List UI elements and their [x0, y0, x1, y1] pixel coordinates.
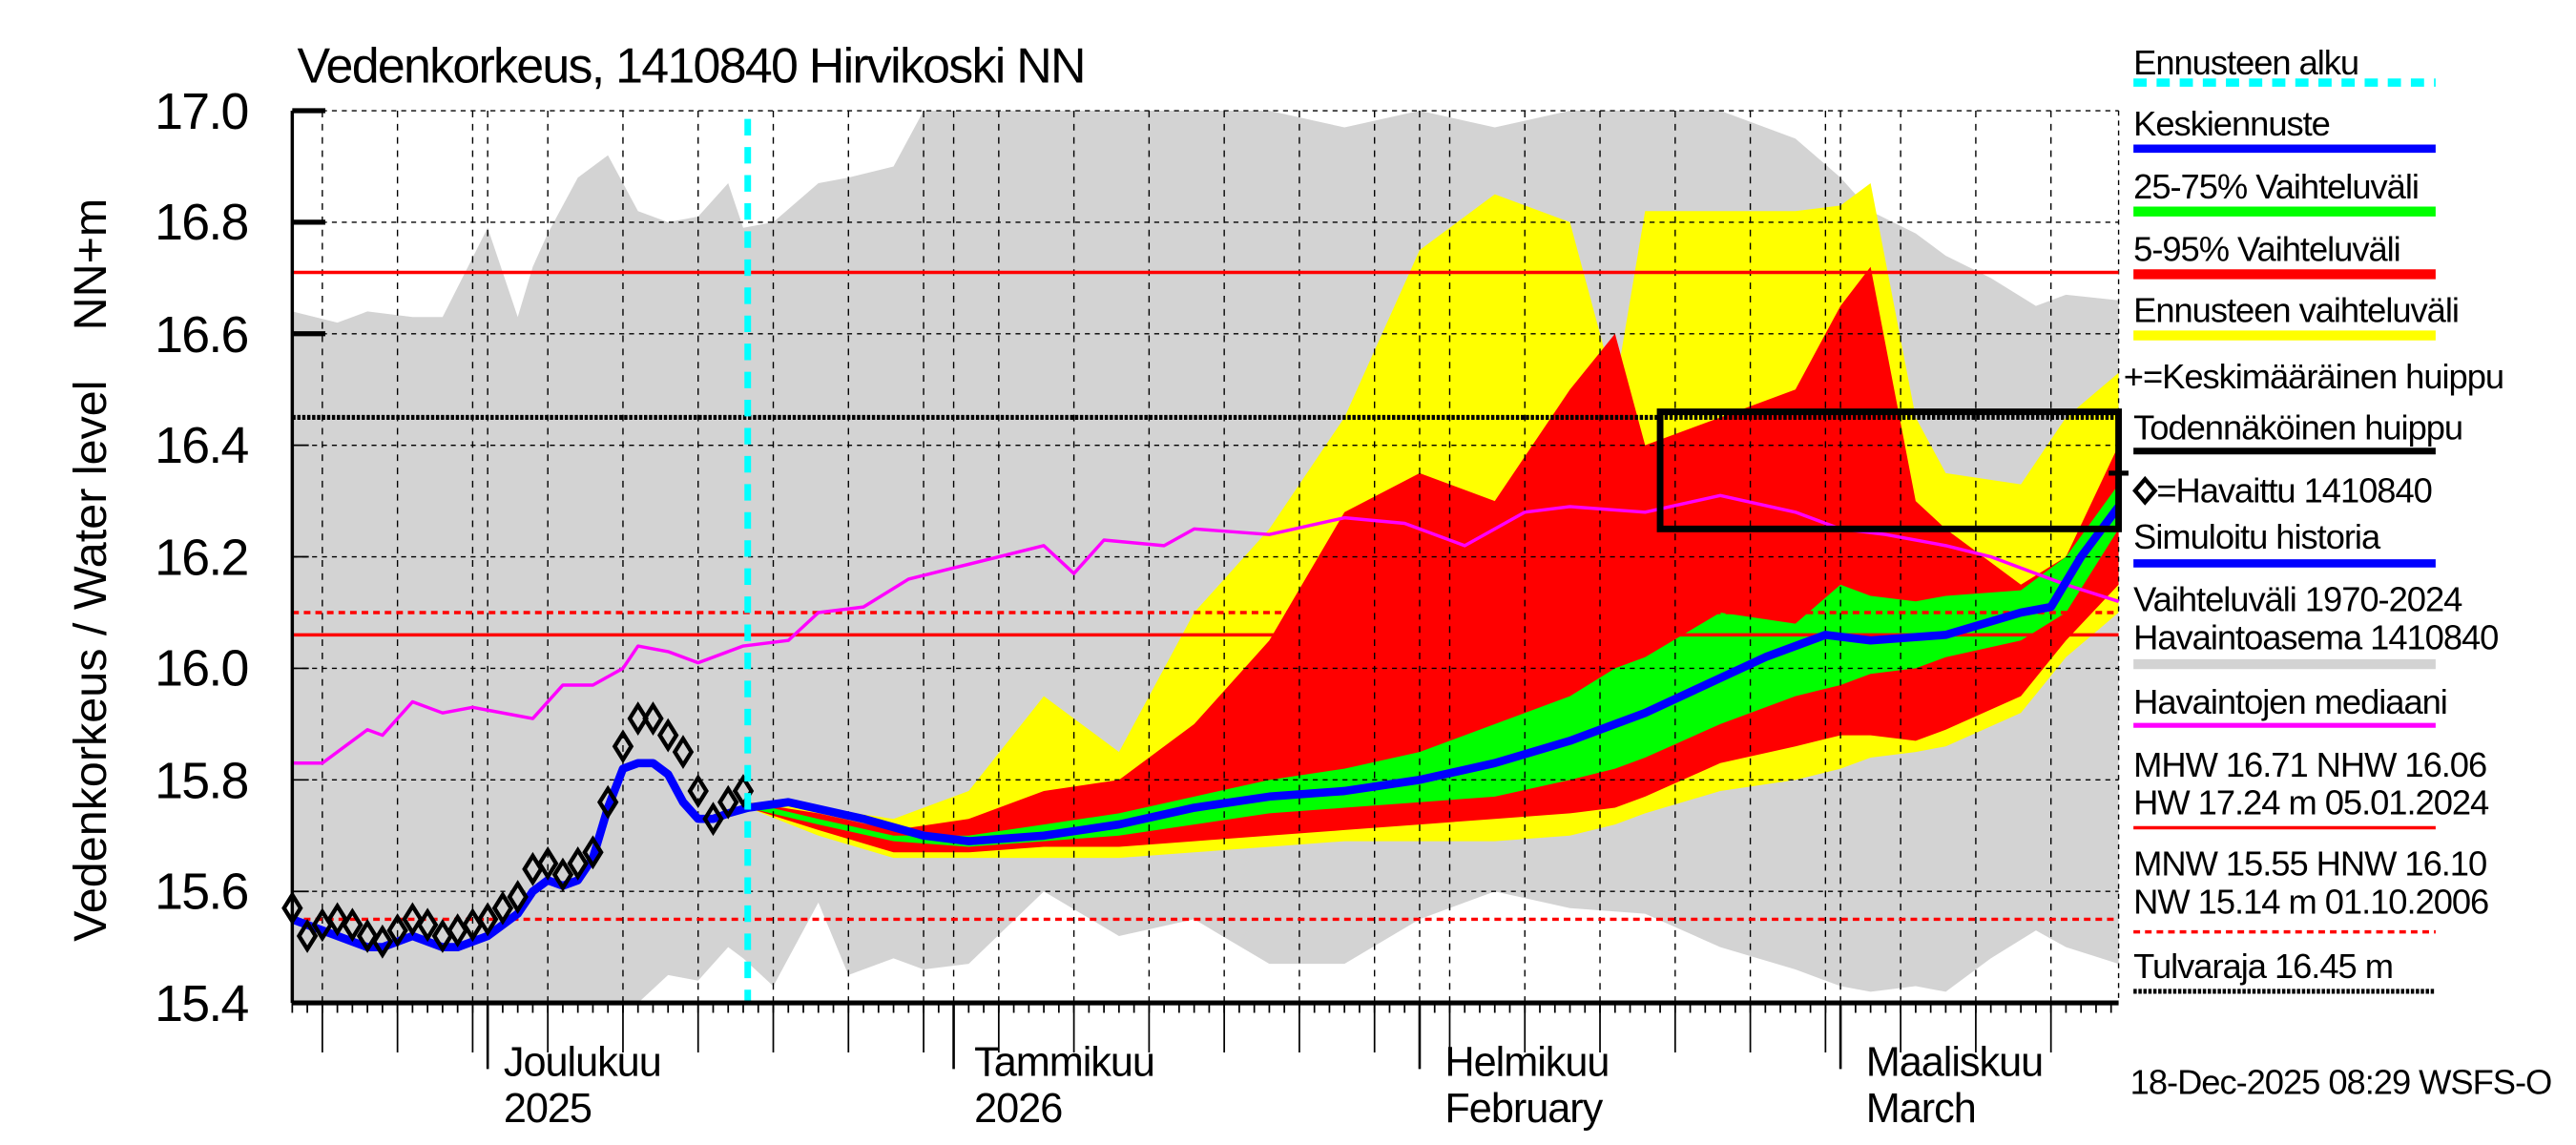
- legend-p25-75: 25-75% Vaihteluväli: [2133, 167, 2419, 206]
- observed-point: [507, 880, 529, 914]
- y-tick-label: 16.4: [155, 417, 248, 474]
- legend-obs-median: Havaintojen mediaani: [2133, 682, 2447, 721]
- y-axis-label: Vedenkorkeus / Water level: [65, 380, 116, 941]
- y-tick-label: 16.0: [155, 640, 247, 697]
- month-label-sub: 2025: [504, 1086, 592, 1132]
- observed-point: [342, 907, 364, 943]
- y-tick-label: 16.6: [155, 306, 247, 364]
- observed-point: [672, 735, 695, 770]
- legend-hist-station: Havaintoasema 1410840: [2133, 618, 2498, 657]
- legend-observed: =Havaittu 1410840: [2156, 470, 2431, 510]
- mean-peak-marker: [2109, 463, 2129, 484]
- x-month-labels: Joulukuu 2025 Tammikuu 2026 Helmikuu Feb…: [504, 1039, 2044, 1132]
- chart-title: Vedenkorkeus, 1410840 Hirvikoski NN: [298, 39, 1085, 94]
- month-label-sub: February: [1444, 1086, 1603, 1132]
- observed-point: [582, 835, 604, 870]
- legend-flood-limit: Tulvaraja 16.45 m: [2133, 947, 2393, 986]
- observed-point: [551, 857, 574, 892]
- observed-point: [567, 846, 589, 881]
- y-tick-label: 15.8: [155, 752, 247, 809]
- observed-point: [657, 718, 679, 753]
- observed-point: [491, 890, 514, 926]
- observed-median-line: [292, 493, 2120, 765]
- observed-point: [416, 907, 439, 943]
- observed-point: [687, 774, 709, 808]
- legend-hist-range: Vaihteluväli 1970-2024: [2133, 580, 2462, 619]
- plot-area: [281, 108, 2129, 1070]
- observed-point: [642, 701, 664, 736]
- month-label: Tammikuu: [974, 1039, 1154, 1085]
- legend-simulated: Simuloitu historia: [2133, 517, 2381, 556]
- legend-forecast-start: Ennusteen alku: [2133, 43, 2358, 82]
- y-tick-label: 16.2: [155, 530, 247, 587]
- observed-point: [717, 784, 739, 820]
- month-label: Maaliskuu: [1866, 1039, 2043, 1085]
- observed-point: [702, 802, 724, 837]
- observed-point: [732, 774, 755, 808]
- y-tick-label: 16.8: [155, 194, 247, 251]
- legend-median-forecast: Keskiennuste: [2133, 104, 2330, 143]
- legend-mean-peak: +=Keskimääräinen huippu: [2124, 357, 2503, 396]
- legend-forecast-range: Ennusteen vaihteluväli: [2133, 291, 2459, 330]
- observed-point: [596, 784, 619, 820]
- legend-hw: HW 17.24 m 05.01.2024: [2133, 783, 2489, 822]
- legend-nw: NW 15.14 m 01.10.2006: [2133, 883, 2488, 922]
- y-tick-label: 15.6: [155, 863, 247, 920]
- diamond-icon: [2132, 475, 2158, 506]
- y-tick-labels: 17.0 16.8 16.6 16.4 16.2 16.0 15.8 15.6 …: [155, 83, 250, 1032]
- month-label: Joulukuu: [504, 1039, 661, 1085]
- observed-point: [476, 902, 499, 937]
- observed-point: [536, 846, 559, 881]
- observed-point: [386, 913, 408, 948]
- month-label: Helmikuu: [1444, 1039, 1609, 1085]
- observed-point: [281, 890, 303, 926]
- legend-p5-95: 5-95% Vaihteluväli: [2133, 230, 2400, 269]
- month-label-sub: 2026: [974, 1086, 1062, 1132]
- month-label-sub: March: [1866, 1086, 1976, 1132]
- observed-point: [296, 919, 319, 953]
- timestamp-footer: 18-Dec-2025 08:29 WSFS-O: [2130, 1062, 2552, 1101]
- legend-likely-peak: Todennäköinen huippu: [2133, 408, 2462, 448]
- legend-mhw: MHW 16.71 NHW 16.06: [2133, 745, 2486, 784]
- median-forecast-line: [747, 504, 2123, 845]
- y-axis-unit: NN+m: [65, 198, 116, 331]
- y-tick-label: 17.0: [155, 83, 247, 140]
- observed-point: [612, 729, 634, 764]
- observed-point: [371, 924, 394, 959]
- legend: Ennusteen alku Keskiennuste 25-75% Vaiht…: [2124, 43, 2504, 994]
- y-tick-label: 15.4: [155, 975, 248, 1032]
- legend-mnw: MNW 15.55 HNW 16.10: [2133, 844, 2486, 884]
